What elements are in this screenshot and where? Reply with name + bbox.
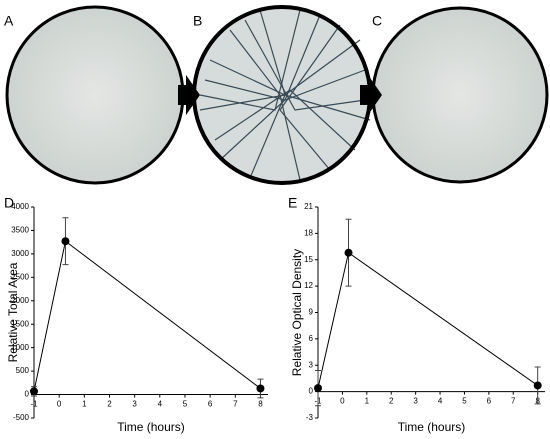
y-tick-label: 21 [304,202,313,211]
y-tick-label: 1500 [11,319,29,328]
arrow [178,75,200,115]
x-tick-label: 4 [438,397,443,406]
x-tick-label: 7 [511,397,516,406]
y-tick-label: 9 [309,308,314,317]
data-point [256,384,265,393]
x-tick-label: 0 [57,400,62,409]
data-point [30,387,38,396]
y-axis-title: Relative Total Area [6,262,20,362]
y-tick-label: 0 [25,390,30,399]
data-line [33,240,261,392]
fibers [199,9,371,181]
x-tick-label: 8 [258,400,263,409]
y-tick-label: 1000 [11,343,29,352]
x-tick-label: 6 [487,397,492,406]
y-tick-label: 12 [304,281,313,290]
y-tick-label: 3 [309,360,314,369]
y-tick-label: 18 [304,228,313,237]
y-tick-label: 2500 [11,272,29,281]
y-axis-title: Relative Optical Density [290,249,304,376]
y-tick-label: 500 [16,366,30,375]
x-axis-title: Time (hours) [398,420,466,434]
y-tick-label: 0 [309,387,314,396]
y-tick-label: 2000 [11,296,29,305]
x-tick-label: -1 [30,400,38,409]
x-tick-label: 1 [82,400,87,409]
y-tick-label: 15 [304,255,313,264]
x-tick-label: 3 [413,397,418,406]
x-tick-label: 2 [389,397,394,406]
data-line [317,251,538,389]
data-point [533,381,542,390]
panel-label: D [4,195,14,211]
y-tick-label: -500 [13,413,30,422]
y-tick-label: -3 [306,413,314,422]
y-tick-label: 3500 [11,226,29,235]
x-tick-label: 5 [462,397,467,406]
data-point [314,384,322,393]
x-tick-label: 2 [107,400,112,409]
arrow [360,75,382,115]
x-tick-label: 4 [158,400,163,409]
x-tick-label: 7 [233,400,238,409]
micrograph-a [5,5,185,185]
x-axis-title: Time (hours) [117,420,185,434]
panel-label: B [193,13,202,29]
y-tick-label: 3000 [11,249,29,258]
x-tick-label: 5 [183,400,188,409]
data-point [344,248,353,257]
x-tick-label: 0 [340,397,345,406]
x-tick-label: 3 [132,400,137,409]
x-tick-label: 1 [365,397,370,406]
panel-label: C [372,13,382,29]
x-tick-label: 6 [208,400,213,409]
panel-label: A [4,13,14,29]
data-point [61,237,70,246]
micrograph-c [371,6,549,184]
y-tick-label: 6 [309,334,314,343]
y-tick-label: 4000 [11,202,29,211]
panel-label: E [288,195,297,211]
